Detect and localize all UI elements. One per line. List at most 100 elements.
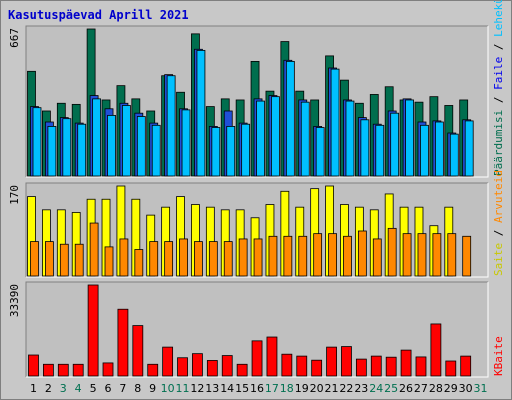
pages-bar <box>390 112 400 177</box>
legend-entry: / <box>492 37 505 57</box>
kbytes-bar <box>326 346 337 377</box>
day-label: 2 <box>45 382 52 395</box>
kbytes-bar <box>87 284 99 377</box>
kbytes-bar <box>132 325 144 377</box>
day-label: 28 <box>429 382 443 395</box>
sites-bar <box>104 246 114 277</box>
kbytes-bar <box>251 340 263 377</box>
pages-bar <box>449 133 459 177</box>
day-label: 27 <box>414 382 428 395</box>
kbytes-bar <box>281 353 293 377</box>
sites-bar <box>357 230 367 277</box>
pages-bar <box>181 109 191 177</box>
middle-legend: Saite / Arvuteid <box>492 170 505 276</box>
pages-bar <box>434 121 444 177</box>
day-label: 20 <box>310 382 324 395</box>
sites-bar <box>164 241 174 277</box>
sites-bar <box>298 235 308 277</box>
top-legend: Päärdumisi / Faile / Lehekülgi <box>492 0 505 176</box>
day-label: 4 <box>75 382 82 395</box>
pages-bar <box>375 124 385 177</box>
kbytes-bar <box>28 354 39 377</box>
pages-bar <box>300 101 310 177</box>
sites-bar <box>268 235 278 277</box>
day-label: 17 <box>265 382 279 395</box>
sites-bar <box>417 233 427 277</box>
kbytes-bar <box>266 336 278 377</box>
day-label: 3 <box>60 382 67 395</box>
sites-bar <box>59 243 69 277</box>
pages-bar <box>47 126 57 177</box>
sites-bar <box>343 235 352 277</box>
pages-bar <box>226 126 236 177</box>
sites-bar <box>432 233 442 277</box>
sites-bar <box>387 227 397 277</box>
pages-bar <box>271 96 280 177</box>
kbytes-bar <box>311 359 323 377</box>
kbytes-bar <box>400 349 412 377</box>
pages-bar <box>285 60 295 177</box>
day-label: 18 <box>280 382 294 395</box>
pages-bar <box>136 116 146 177</box>
sites-bar <box>283 235 293 277</box>
kbytes-bar <box>236 363 248 377</box>
kbytes-bar <box>221 355 233 377</box>
panel-border-dark <box>25 25 488 177</box>
pages-bar <box>405 99 414 177</box>
kbytes-bar <box>370 355 382 377</box>
sites-bar <box>238 238 248 277</box>
day-label: 1 <box>30 382 37 395</box>
day-label: 15 <box>235 382 249 395</box>
sites-bar <box>313 233 323 277</box>
pages-bar <box>420 124 429 177</box>
day-label: 5 <box>90 382 97 395</box>
pages-bar <box>345 100 355 177</box>
kbytes-bar <box>192 353 203 377</box>
pages-bar <box>464 120 474 177</box>
bottom-legend: KBaite <box>492 336 505 376</box>
kbytes-bar <box>72 363 84 377</box>
kbytes-bar <box>117 308 129 377</box>
sites-bar <box>45 241 54 277</box>
legend-entry: Päärdumisi <box>492 110 505 176</box>
kbytes-bar <box>355 358 367 377</box>
day-label: 11 <box>175 382 189 395</box>
pages-bar <box>211 127 221 177</box>
legend-entry: Lehekülgi <box>492 0 505 37</box>
pages-bar <box>256 100 265 177</box>
kbytes-bar <box>57 363 69 377</box>
pages-bar <box>330 68 340 177</box>
day-label: 25 <box>384 382 398 395</box>
kbytes-bar <box>102 362 114 377</box>
panel-border-dark <box>25 182 488 277</box>
pages-bar <box>92 98 102 177</box>
y-max-label: 33390 <box>8 284 21 317</box>
day-label: 22 <box>339 382 353 395</box>
legend-entry: Arvuteid <box>492 170 505 223</box>
pages-bar <box>107 114 116 177</box>
panel-border-light <box>26 183 489 278</box>
pages-bar <box>196 49 206 177</box>
day-label: 6 <box>104 382 111 395</box>
day-label: 21 <box>325 382 339 395</box>
day-label: 19 <box>295 382 309 395</box>
panel-border-light <box>26 26 489 178</box>
sites-bar <box>30 241 39 277</box>
legend-entry: Faile <box>492 57 505 90</box>
legend-entry: / <box>492 90 505 110</box>
sites-bar <box>372 238 382 277</box>
kbytes-bar <box>385 356 397 377</box>
pages-bar <box>77 123 87 177</box>
kbytes-bar <box>206 360 218 377</box>
panel-border-light <box>26 282 489 378</box>
sites-bar <box>119 238 129 277</box>
kbytes-bar <box>162 346 174 377</box>
y-max-label: 170 <box>8 185 21 205</box>
day-label: 30 <box>459 382 473 395</box>
day-label: 23 <box>354 382 368 395</box>
pages-bar <box>315 127 325 177</box>
kbytes-bar <box>147 363 159 377</box>
day-label: 14 <box>220 382 234 395</box>
kbytes-bar <box>43 363 54 377</box>
